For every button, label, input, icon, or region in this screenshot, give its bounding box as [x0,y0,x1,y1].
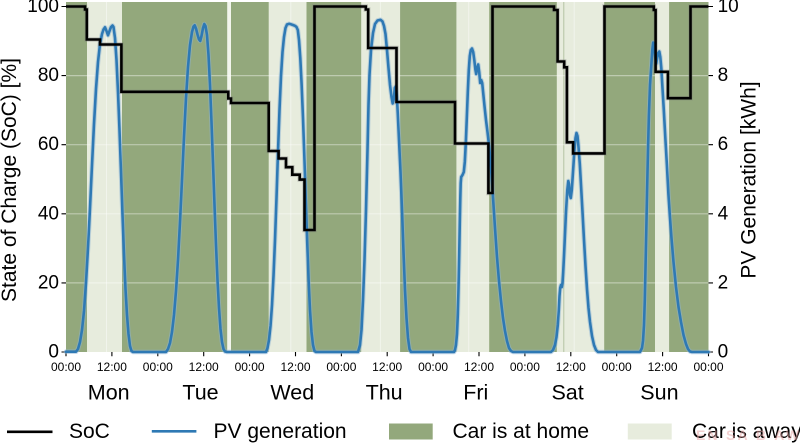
svg-text:Sat: Sat [551,381,583,405]
svg-text:State of Charge (SoC) [%]: State of Charge (SoC) [%] [0,58,21,302]
svg-text:40: 40 [38,203,59,224]
svg-text:Sun: Sun [640,381,678,405]
svg-text:20: 20 [38,272,59,293]
svg-text:00:00: 00:00 [693,360,723,374]
svg-text:12:00: 12:00 [372,360,402,374]
svg-text:2: 2 [718,272,729,293]
svg-text:12:00: 12:00 [97,360,127,374]
svg-text:10: 10 [718,0,739,17]
svg-text:12:00: 12:00 [556,360,586,374]
svg-text:SoC: SoC [69,420,110,443]
svg-text:00:00: 00:00 [510,360,540,374]
svg-text:6: 6 [718,134,729,155]
svg-text:Wed: Wed [270,381,314,405]
svg-text:80: 80 [38,65,59,86]
svg-text:00:00: 00:00 [418,360,448,374]
svg-text:Mon: Mon [88,381,130,405]
svg-text:60: 60 [38,134,59,155]
svg-text:Thu: Thu [366,381,403,405]
svg-text:00:00: 00:00 [143,360,173,374]
svg-text:00:00: 00:00 [51,360,81,374]
svg-text:100: 100 [27,0,59,17]
svg-text:12:00: 12:00 [280,360,310,374]
svg-text:Car is away: Car is away [692,420,800,443]
svg-text:Car is at home: Car is at home [453,420,590,443]
svg-text:EN SA B AWA: EN SA B AWA [696,427,800,443]
svg-text:4: 4 [718,203,729,224]
svg-text:Tue: Tue [182,381,218,405]
svg-text:12:00: 12:00 [189,360,219,374]
svg-text:Fri: Fri [463,381,488,405]
svg-text:12:00: 12:00 [464,360,494,374]
svg-text:00:00: 00:00 [235,360,265,374]
svg-text:0: 0 [718,342,729,363]
svg-text:0: 0 [48,342,59,363]
svg-text:00:00: 00:00 [602,360,632,374]
svg-text:12:00: 12:00 [648,360,678,374]
svg-text:PV generation: PV generation [214,420,347,443]
svg-text:00:00: 00:00 [326,360,356,374]
svg-text:PV Generation [kWh]: PV Generation [kWh] [737,81,760,278]
svg-text:8: 8 [718,65,729,86]
